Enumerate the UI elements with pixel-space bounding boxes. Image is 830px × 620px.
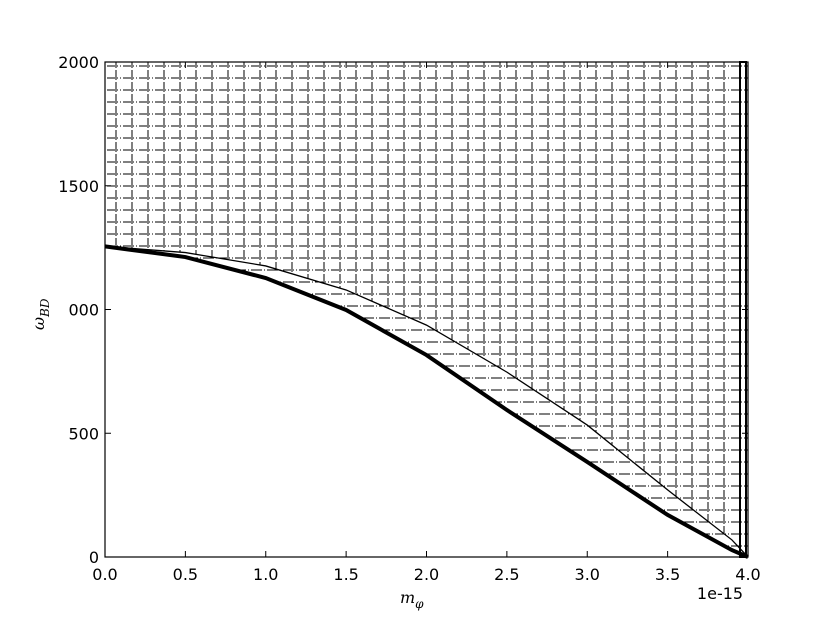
hatch-layer (105, 62, 748, 557)
y-tick-label: 500 (68, 424, 99, 443)
curve (104, 245, 749, 558)
x-tick-label: 2.0 (414, 565, 439, 584)
x-label-main: m (400, 588, 415, 607)
y-tick-label: 1500 (58, 177, 99, 196)
x-label-sub: φ (415, 597, 424, 611)
curve-layer (104, 244, 749, 559)
curve (104, 244, 749, 559)
x-tick-label: 4.0 (735, 565, 760, 584)
x-tick-label: 1.0 (253, 565, 278, 584)
x-tick-label: 3.0 (575, 565, 600, 584)
hatch-region (105, 62, 748, 557)
x-axis-label: mφ (400, 588, 424, 611)
y-tick-label: 0 (89, 548, 99, 567)
y-axis-label: ωBD (29, 298, 52, 330)
offset-text: 1e-15 (697, 584, 743, 603)
y-tick-label: 000 (68, 301, 99, 320)
x-tick-label: 1.5 (333, 565, 358, 584)
x-tick-label: 2.5 (494, 565, 519, 584)
x-tick-label: 3.5 (655, 565, 680, 584)
y-label-sub: BD (38, 298, 52, 318)
y-label-main: ω (29, 317, 48, 330)
y-tick-label: 2000 (58, 53, 99, 72)
x-tick-label: 0.5 (173, 565, 198, 584)
x-tick-label: 0.0 (92, 565, 117, 584)
